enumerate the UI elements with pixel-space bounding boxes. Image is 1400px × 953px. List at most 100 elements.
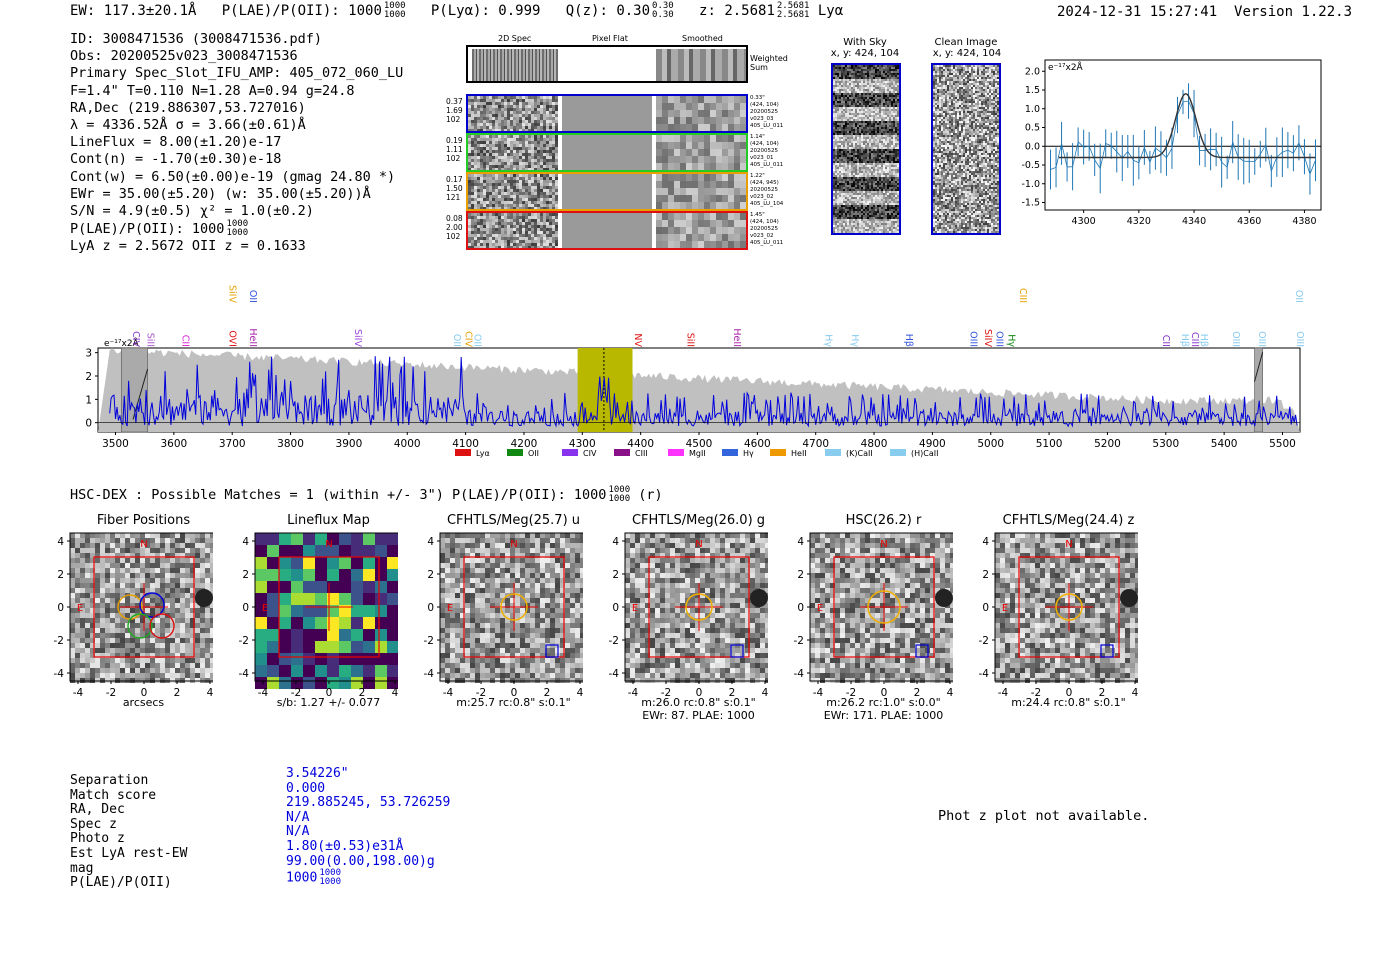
cutout-xtick: -4 xyxy=(813,687,824,699)
fiber-left-value: 0.19 xyxy=(446,136,463,145)
header-plae-lo: 1000 xyxy=(383,10,406,20)
match-box xyxy=(730,644,744,658)
emission-line-label: SiIV xyxy=(226,285,237,303)
cutout-xtick: 2 xyxy=(914,687,921,699)
zoom-ytick: -1.0 xyxy=(1021,179,1040,190)
cutout-ytick: 4 xyxy=(982,536,989,548)
info-obs: Obs: 20200525v023_3008471536 xyxy=(70,48,298,65)
emission-line-label: CIV xyxy=(463,331,474,347)
header-qz: Q(z): 0.30 xyxy=(565,3,651,19)
full-spec-xtick: 3700 xyxy=(219,438,246,450)
info-plae: P(LAE)/P(OII): 1000 1000 1000 xyxy=(70,220,450,238)
cutout-footer-2: EWr: 87. PLAE: 1000 xyxy=(642,709,755,722)
cutout-footer-2: EWr: 171. PLAE: 1000 xyxy=(823,709,944,722)
match-label: Spec z xyxy=(70,816,117,832)
cutout-ytick: -2 xyxy=(794,635,804,647)
fiber-circle xyxy=(127,613,153,639)
header-plya: P(Lyα): 0.999 xyxy=(430,3,541,19)
fiber-left-value: 0.08 xyxy=(446,214,463,223)
match-value-specz: N/A xyxy=(286,809,310,825)
zoom-ytick: -0.5 xyxy=(1021,160,1040,171)
search-box xyxy=(278,556,380,658)
cutout-ytick: 2 xyxy=(797,569,804,581)
legend-label: Hγ xyxy=(743,449,754,458)
header-qz-lo: 0.30 xyxy=(652,10,674,20)
legend-swatch xyxy=(507,449,523,456)
cutout-ytick: -4 xyxy=(979,668,990,680)
cutout-ytick: 4 xyxy=(57,536,64,548)
legend-swatch xyxy=(614,449,630,456)
emission-line-label: SiIV xyxy=(352,329,363,347)
cutout-xtick: -4 xyxy=(443,687,454,699)
photz-message: Phot z plot not available. xyxy=(938,808,1150,824)
cutout-ytick: 0 xyxy=(242,602,249,614)
cutout-footer: s/b: 1.27 +/- 0.077 xyxy=(276,696,381,709)
cutout-ytick: -4 xyxy=(424,668,435,680)
emission-line-label: CIII xyxy=(1017,288,1028,303)
fiber-right-value: v023_02 xyxy=(750,233,774,239)
clean-image-title: Clean Image xyxy=(934,37,998,48)
legend-swatch xyxy=(668,449,684,456)
fiber-row xyxy=(466,211,748,250)
version: Version 1.22.3 xyxy=(1234,4,1353,20)
fiber-images xyxy=(468,96,746,132)
full-spectrum-panel: e⁻¹⁷x2Å 3 2 1 0 3500 3600 3700 3800 3900 4000 4100… xyxy=(70,275,1310,465)
header-qz-hi: 0.30 xyxy=(652,1,674,11)
info-sn: S/N = 4.9(±0.5) χ² = 1.0(±0.2) xyxy=(70,203,314,220)
north-marker: N xyxy=(510,539,517,550)
weighted-sum-row xyxy=(466,45,748,83)
match-value-plae: 1000 1000 1000 xyxy=(286,869,450,887)
neighbor-source xyxy=(750,589,768,607)
full-spec-ytick: 0 xyxy=(85,418,92,430)
cutout-footer: m:26.2 rc:1.0" s:0.0" xyxy=(826,696,941,709)
info-plae-label: P(LAE)/P(OII): 1000 xyxy=(70,221,225,238)
aperture-circle xyxy=(867,590,901,624)
aperture-circle xyxy=(500,593,528,621)
emission-line-label: OIII xyxy=(994,331,1005,347)
hscdex-line: HSC-DEX : Possible Matches = 1 (within +… xyxy=(70,486,663,504)
fiber-right-value: (424, 104) xyxy=(750,219,779,225)
legend-label: Lyα xyxy=(476,449,490,458)
cutout-footer: m:26.0 rc:0.8" s:0.1" xyxy=(641,696,756,709)
zoom-frame xyxy=(1044,59,1322,211)
match-label: Match score xyxy=(70,787,157,803)
full-spec-xtick: 4700 xyxy=(802,438,829,450)
with-sky-coords: x, y: 424, 104 xyxy=(830,48,900,59)
cutout-ytick: 2 xyxy=(612,569,619,581)
cutout-ytick: -4 xyxy=(54,668,65,680)
fiber-right-value: 20200525 xyxy=(750,226,778,232)
info-radec: RA,Dec (219.886307,53.727016) xyxy=(70,99,306,116)
full-spec-xtick: 4500 xyxy=(686,438,713,450)
cutout-footer: arcsecs xyxy=(122,696,165,709)
cutout-ytick: 2 xyxy=(427,569,434,581)
info-plae-hi: 1000 xyxy=(226,219,249,230)
cutout-title: CFHTLS/Meg(25.7) u xyxy=(446,513,581,528)
mask-hatch xyxy=(1254,352,1264,382)
cutout-ytick: 0 xyxy=(57,602,64,614)
info-lambda: λ = 4336.52Å σ = 3.66(±0.61)Å xyxy=(70,117,306,134)
match-value-ew: 1.80(±0.53)e31Å xyxy=(286,838,404,854)
cutout-ytick: 0 xyxy=(427,602,434,614)
header-right: 2024-12-31 15:27:41 Version 1.22.3 xyxy=(1057,4,1352,20)
zoom-ytick: 2.0 xyxy=(1025,66,1040,77)
cutout-xtick: 4 xyxy=(577,687,583,699)
with-sky-image xyxy=(831,63,901,235)
cutout-xtick: 0 xyxy=(326,687,333,699)
match-label: Separation xyxy=(70,773,149,788)
cutout-xtick: 4 xyxy=(392,687,398,699)
cutout-title: Fiber Positions xyxy=(96,513,191,528)
cutout-xtick: -4 xyxy=(73,687,84,699)
fiber-right-label: 1.22" (424, 945) 20200525 v023_02 405_LU_104 xyxy=(750,173,783,208)
cutout-ytick: 4 xyxy=(612,536,619,548)
clean-image xyxy=(931,63,1001,235)
fiber-right-value: 0.33" xyxy=(750,95,765,101)
emission-line-label: Hβ xyxy=(1198,334,1209,347)
emission-line-label: OII xyxy=(1293,290,1304,303)
zoom-xtick: 4380 xyxy=(1292,216,1316,227)
emission-line-label: NV xyxy=(632,333,643,347)
info-cont-w: Cont(w) = 6.50(±0.00)e-19 (gmag 24.80 *) xyxy=(70,168,396,185)
emission-line-label: OII xyxy=(247,290,258,303)
header-plae: P(LAE)/P(OII): 1000 xyxy=(221,3,382,19)
full-spec-xtick: 4900 xyxy=(919,438,946,450)
header-ew: EW: 117.3±20.1Å xyxy=(70,3,197,19)
